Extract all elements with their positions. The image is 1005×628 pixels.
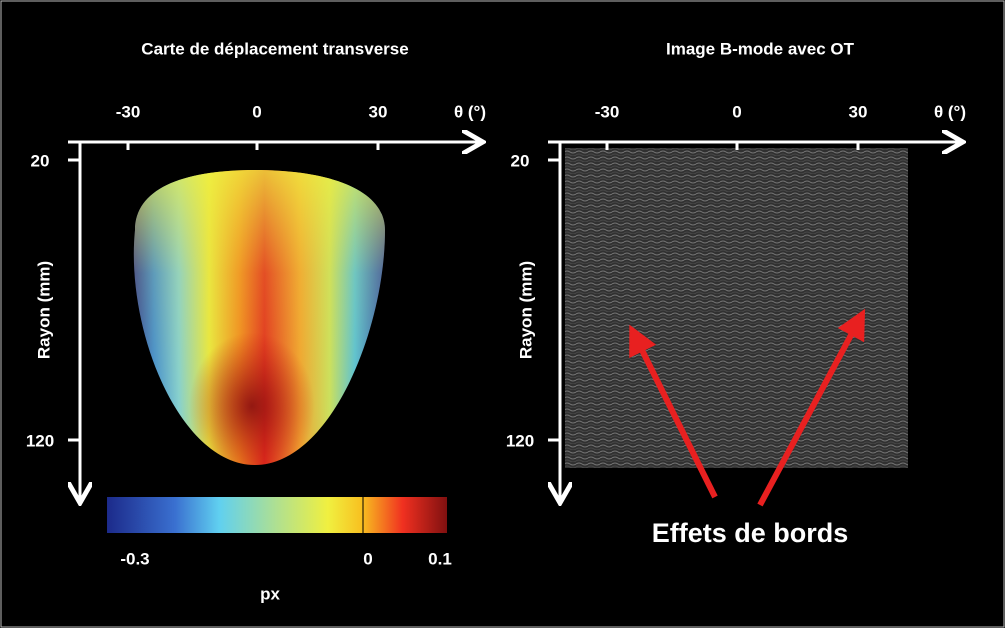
y-tick-label: 20 bbox=[511, 151, 530, 170]
colorbar bbox=[107, 497, 447, 533]
colorbar-tick-label: 0.1 bbox=[428, 549, 452, 568]
colorbar-tick-label: 0 bbox=[363, 549, 372, 568]
annotation: Effets de bords bbox=[652, 518, 849, 548]
left-panel: Carte de déplacement transverse -30 0 30… bbox=[26, 39, 486, 603]
y-tick-label: 20 bbox=[31, 151, 50, 170]
tick-marks bbox=[548, 142, 860, 442]
x-tick-label: -30 bbox=[595, 102, 620, 121]
x-tick-label: 0 bbox=[252, 102, 261, 121]
right-panel: Image B-mode avec OT -30 0 30 θ (°) 20 1… bbox=[506, 39, 966, 548]
x-tick-label: -30 bbox=[116, 102, 141, 121]
x-tick-label: 30 bbox=[369, 102, 388, 121]
colorbar-tick-label: -0.3 bbox=[120, 549, 149, 568]
y-tick-label: 120 bbox=[26, 431, 54, 450]
colorbar-label: px bbox=[260, 584, 280, 603]
x-tick-label: 30 bbox=[849, 102, 868, 121]
annotation-arrow bbox=[629, 324, 718, 499]
x-axis-label: θ (°) bbox=[934, 102, 966, 121]
x-axis-label: θ (°) bbox=[454, 102, 486, 121]
image-shading bbox=[565, 148, 908, 468]
map-shading bbox=[133, 170, 385, 465]
y-axis-label: Rayon (mm) bbox=[516, 261, 535, 359]
y-tick-label: 120 bbox=[506, 431, 534, 450]
panel-title: Carte de déplacement transverse bbox=[141, 39, 408, 58]
panel-title: Image B-mode avec OT bbox=[666, 39, 855, 58]
b-mode-image bbox=[565, 148, 908, 468]
y-axis-label: Rayon (mm) bbox=[34, 261, 53, 359]
tick-marks bbox=[68, 142, 380, 442]
x-tick-label: 0 bbox=[732, 102, 741, 121]
annotation-arrow bbox=[757, 308, 866, 507]
